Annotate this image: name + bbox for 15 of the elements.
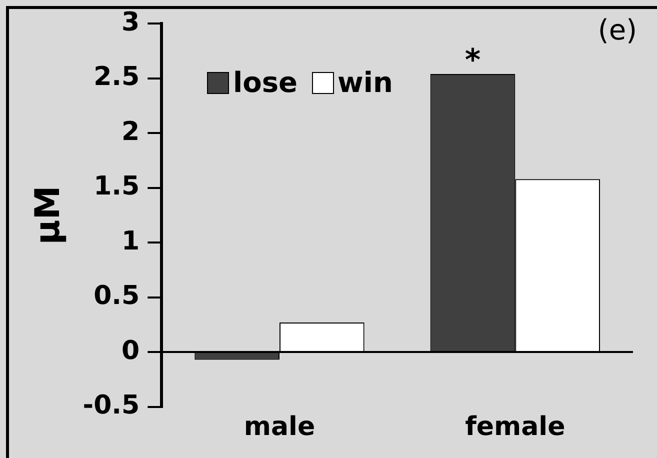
y-tick-label: -0.5 [82, 390, 140, 421]
y-tick-label: 2.5 [94, 62, 140, 92]
y-tick-label: 2 [122, 116, 140, 147]
y-tick-label: 3 [122, 7, 140, 38]
annotation: * [464, 42, 481, 78]
legend-label: lose [233, 66, 298, 99]
x-tick-label: female [465, 412, 566, 442]
y-axis-title: μM [28, 186, 68, 245]
y-tick-label: 1.5 [94, 172, 140, 202]
annotation: (e) [598, 13, 637, 46]
y-tick-label: 0 [122, 336, 140, 366]
y-tick-label: 1 [122, 226, 140, 256]
legend-label: win [338, 66, 393, 99]
x-tick-label: male [244, 412, 316, 442]
y-tick-label: 0.5 [94, 281, 140, 312]
